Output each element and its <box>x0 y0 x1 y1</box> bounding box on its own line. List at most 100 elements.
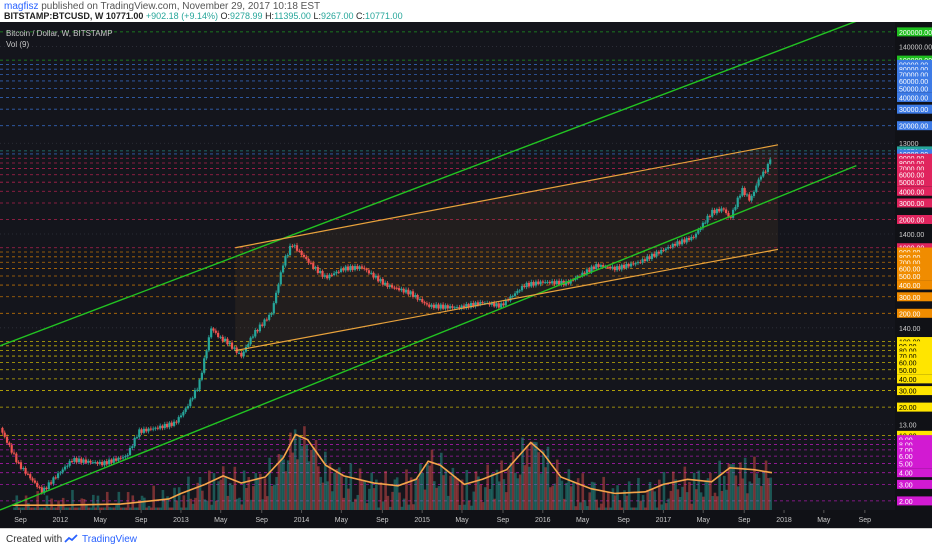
candle-body <box>91 462 94 464</box>
candle-body <box>629 263 633 267</box>
price-chart[interactable]: 200000.00140000.00100000.0090000.0080000… <box>0 22 932 528</box>
candle-body <box>706 215 709 223</box>
candle-body <box>769 159 772 164</box>
price-label-tag <box>897 186 932 196</box>
candle-body <box>247 344 250 347</box>
candle-body <box>544 282 547 284</box>
candle-body <box>302 254 306 257</box>
price-label-tag <box>897 170 932 180</box>
price-label-tag <box>897 92 932 102</box>
candle-body <box>124 456 127 458</box>
candle-body <box>59 472 62 474</box>
volume-bar <box>99 507 102 510</box>
candle-body <box>745 194 749 196</box>
candle-body <box>112 458 115 463</box>
volume-bar <box>22 507 26 510</box>
candle-body <box>230 342 234 349</box>
time-axis[interactable] <box>0 510 895 528</box>
candle-body <box>634 263 637 265</box>
candle-body <box>532 282 535 286</box>
price-label-tag <box>897 271 932 281</box>
volume-bar <box>414 478 418 510</box>
volume-bar <box>175 500 179 510</box>
volume-bar <box>706 478 710 510</box>
candle-body <box>193 390 197 399</box>
volume-bar <box>145 507 148 510</box>
price-label-tag <box>897 214 932 224</box>
price-label: 13.00 <box>899 423 917 430</box>
price-label-tag <box>897 247 932 257</box>
candle-body <box>240 352 243 357</box>
time-tick-label: Sep <box>859 517 872 524</box>
volume-bar <box>481 502 485 510</box>
volume-bar <box>709 472 712 510</box>
candle-body <box>720 208 723 212</box>
candle-body <box>367 270 371 274</box>
candle-body <box>344 266 347 271</box>
high-label: H: <box>265 11 275 21</box>
candle-body <box>662 249 665 251</box>
volume-bar <box>495 469 499 510</box>
volume-bar <box>344 476 348 510</box>
volume-bar <box>474 471 478 510</box>
time-tick-label: May <box>214 517 228 524</box>
tradingview-brand-link[interactable]: TradingView <box>82 534 138 545</box>
candle-body <box>762 171 765 177</box>
trendlines[interactable] <box>0 22 857 511</box>
candle-body <box>694 233 698 238</box>
candle-body <box>337 271 340 273</box>
candle-body <box>226 338 229 345</box>
price-label-tag <box>897 104 932 114</box>
candle-body <box>402 288 405 293</box>
volume-bar <box>546 446 550 510</box>
candle-body <box>223 338 227 342</box>
candle-body <box>77 458 81 463</box>
candle-body <box>476 302 480 305</box>
candle-body <box>374 275 377 278</box>
volume-bar <box>87 507 91 510</box>
volume-bar <box>266 496 269 510</box>
volume-bar <box>247 477 251 510</box>
candle-body <box>701 222 705 229</box>
candle-body <box>692 236 695 238</box>
volume-bar <box>502 479 506 510</box>
chart-header: magfisz published on TradingView.com, No… <box>0 0 932 22</box>
volume-bar <box>31 507 35 510</box>
candle-body <box>490 302 493 305</box>
author-link[interactable]: magfisz <box>4 1 39 12</box>
candle-body <box>147 428 150 432</box>
candle-body <box>442 304 445 309</box>
candle-body <box>84 459 88 463</box>
volume-bar <box>658 479 661 510</box>
candle-body <box>627 263 630 267</box>
volume-bar <box>312 447 316 510</box>
volume-bar <box>458 504 462 510</box>
candle-body <box>372 272 375 278</box>
volume-bar <box>558 476 561 510</box>
candle-body <box>520 286 524 291</box>
candle-body <box>133 437 136 447</box>
candle-body <box>653 253 656 257</box>
candle-body <box>191 398 194 400</box>
candle-body <box>275 292 278 304</box>
volume-bar <box>507 469 510 510</box>
candle-body <box>228 342 231 345</box>
candle-body <box>625 263 628 269</box>
volume-bar <box>421 472 425 510</box>
volume-bar <box>574 506 578 510</box>
candle-body <box>101 461 104 466</box>
volume-bar <box>189 498 193 510</box>
volume-bar <box>551 485 554 510</box>
volume-bar <box>129 507 132 510</box>
volume-bar <box>68 507 72 510</box>
volume-bar <box>252 486 255 510</box>
candle-body <box>263 319 266 326</box>
candle-body <box>333 273 336 276</box>
volume-bar <box>613 495 617 510</box>
volume-bar <box>298 436 302 510</box>
candle-body <box>743 188 746 196</box>
price-label: 30.00 <box>899 389 917 396</box>
candle-body <box>128 447 132 456</box>
volume-bar <box>734 475 738 510</box>
volume-bar <box>94 507 97 510</box>
